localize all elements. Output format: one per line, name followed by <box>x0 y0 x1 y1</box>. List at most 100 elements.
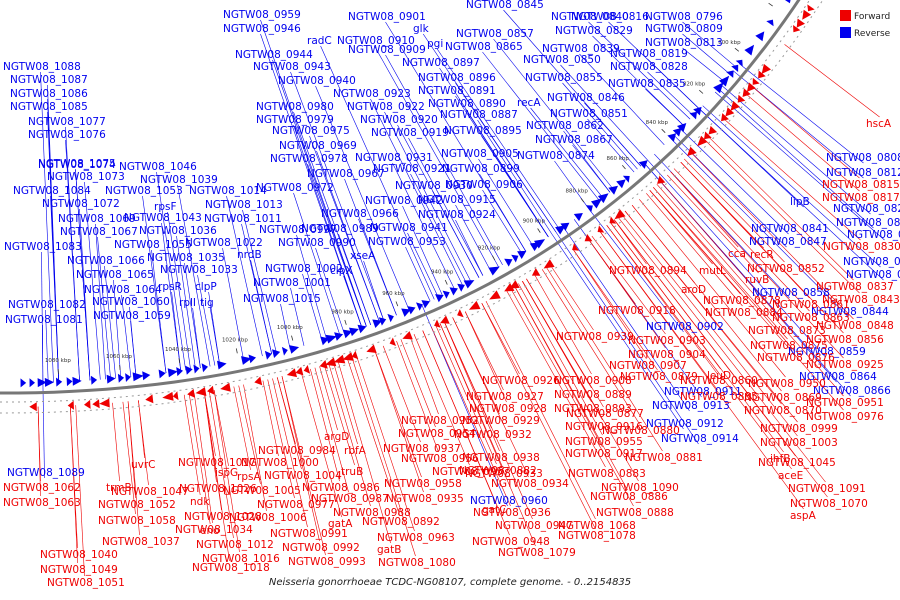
forward-gene-label: aceE <box>778 470 803 482</box>
reverse-gene <box>560 222 570 231</box>
reverse-gene <box>608 185 618 195</box>
forward-gene-label: NGTW08_0817 <box>822 192 900 204</box>
tick-label: 1040 kbp <box>165 347 191 353</box>
forward-leader-line <box>333 362 358 445</box>
reverse-gene-label: NGTW08_0979 <box>256 114 334 126</box>
forward-gene <box>457 309 464 318</box>
forward-gene-label: NGTW08_0880 <box>602 425 680 437</box>
reverse-gene-label: NGTW08_1069 <box>58 213 136 225</box>
forward-gene-label: NGTW08_1006 <box>229 512 307 524</box>
reverse-gene <box>378 317 387 326</box>
reverse-gene-label: NGTW08_0901 <box>348 11 426 23</box>
forward-gene-label: NGTW08_1012 <box>196 539 274 551</box>
tick-mark <box>699 89 704 94</box>
forward-gene-label: NGTW08_0976 <box>806 411 884 423</box>
forward-gene <box>761 63 771 74</box>
forward-leader-line <box>328 363 371 507</box>
reverse-gene <box>442 290 450 299</box>
reverse-leader-line <box>384 111 472 282</box>
reverse-leader-line <box>315 247 345 334</box>
reverse-gene-label: nrdB <box>237 249 262 261</box>
forward-gene <box>468 300 481 310</box>
reverse-gene <box>638 160 648 169</box>
forward-leader-line <box>631 205 782 392</box>
forward-leader-line <box>639 199 786 378</box>
reverse-gene-label: NGTW08_1067 <box>60 226 138 238</box>
reverse-gene <box>72 376 82 386</box>
reverse-leader-line <box>563 226 690 412</box>
forward-gene-label: NGTW08_0904 <box>628 349 706 361</box>
reverse-leader-line <box>177 184 211 367</box>
reverse-gene-label: NGTW08_0846 <box>547 92 625 104</box>
forward-gene <box>333 354 346 364</box>
forward-gene-label: rpsA <box>237 471 261 483</box>
reverse-leader-line <box>104 265 116 379</box>
forward-leader-line <box>510 287 634 507</box>
reverse-leader-line <box>493 38 614 190</box>
forward-gene-label: NGTW08_1018 <box>192 562 270 574</box>
reverse-leader-line <box>121 294 132 378</box>
tick-label: 980 kbp <box>331 309 354 315</box>
reverse-leader-line <box>290 287 305 346</box>
reverse-gene <box>289 345 300 354</box>
forward-gene-label: gatA <box>328 518 353 530</box>
forward-leader-line <box>572 249 647 360</box>
forward-leader-line <box>649 190 844 411</box>
forward-gene-label: argD <box>324 431 349 443</box>
tick-mark <box>768 2 773 7</box>
reverse-leader-line <box>222 247 244 361</box>
reverse-gene <box>241 356 252 365</box>
reverse-gene-label: NGTW08_0989 <box>301 223 379 235</box>
forward-gene-label: NGTW08_0938 <box>462 452 540 464</box>
reverse-gene-label: NGTW08_0820 <box>833 203 900 215</box>
forward-gene-label: NGTW08_0908 <box>554 375 632 387</box>
forward-leader-line <box>656 184 844 397</box>
reverse-gene <box>142 371 151 381</box>
reverse-gene-label: NGTW08_0867 <box>535 134 613 146</box>
reverse-gene-label: NGTW08_0972 <box>256 182 334 194</box>
reverse-gene-label: NGTW08_1076 <box>28 129 106 141</box>
forward-gene-label: NGTW08_0950 <box>748 378 826 390</box>
forward-leader-line <box>660 180 786 325</box>
forward-leader-line <box>653 187 795 352</box>
reverse-gene-label: NGTW08_1087 <box>10 74 88 86</box>
forward-gene <box>303 365 311 374</box>
tick-label: 1080 kbp <box>45 358 71 364</box>
forward-leader-line <box>409 335 439 415</box>
forward-gene-label: NGTW08_0863 <box>772 312 850 324</box>
reverse-leader-line <box>42 382 45 479</box>
forward-gene-label: NGTW08_0999 <box>760 423 838 435</box>
reverse-leader-line <box>156 171 186 371</box>
reverse-gene-label: NGTW08_0909 <box>348 44 426 56</box>
reverse-gene-label: NGTW08_0942 <box>365 195 443 207</box>
tick-mark <box>537 228 541 233</box>
forward-leader-line <box>346 358 400 516</box>
forward-gene-label: NGTW08_0958 <box>384 478 462 490</box>
reverse-gene <box>387 313 394 323</box>
reverse-gene-label: NGTW08_1036 <box>139 225 217 237</box>
reverse-gene-label: NGTW08_1053 <box>105 185 183 197</box>
forward-gene <box>597 225 605 233</box>
forward-gene-label: NGTW08_0907 <box>609 360 687 372</box>
forward-leader-line <box>485 300 596 520</box>
reverse-gene <box>766 19 774 27</box>
reverse-gene <box>534 239 546 249</box>
genome-title: Neisseria gonorrhoeae TCDC-NG08107, comp… <box>269 577 631 588</box>
reverse-gene-label: NGTW08_0921 <box>373 163 451 175</box>
forward-gene <box>758 70 766 79</box>
reverse-leader-line <box>579 53 665 146</box>
reverse-gene-label: NGTW08_1046 <box>119 161 197 173</box>
forward-leader-line <box>262 380 279 457</box>
forward-gene <box>92 399 100 409</box>
reverse-gene-label: NGTW08_1055 <box>114 239 192 251</box>
forward-leader-line <box>439 323 536 547</box>
reverse-gene-label: NGTW08_1015 <box>243 293 321 305</box>
forward-gene-label: hscA <box>866 118 892 130</box>
forward-gene <box>195 387 207 396</box>
forward-leader-line <box>281 376 326 556</box>
reverse-leader-line <box>392 162 456 290</box>
reverse-gene <box>349 327 359 337</box>
reverse-gene-label: NGTW08_1064 <box>84 284 162 296</box>
forward-gene-label: NGTW08_1004 <box>264 470 342 482</box>
forward-gene <box>543 259 555 269</box>
